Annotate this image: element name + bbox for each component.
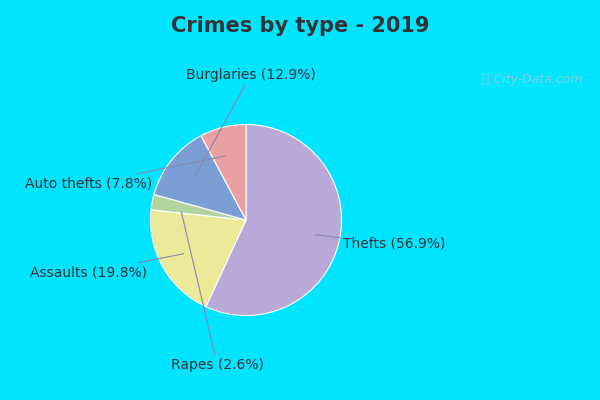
Wedge shape [151, 194, 246, 220]
Wedge shape [206, 124, 341, 316]
Text: Crimes by type - 2019: Crimes by type - 2019 [171, 16, 429, 36]
Text: Rapes (2.6%): Rapes (2.6%) [171, 212, 264, 372]
Text: Assaults (19.8%): Assaults (19.8%) [30, 254, 184, 280]
Text: Burglaries (12.9%): Burglaries (12.9%) [186, 68, 316, 174]
Wedge shape [201, 124, 246, 220]
Wedge shape [151, 210, 246, 307]
Text: Auto thefts (7.8%): Auto thefts (7.8%) [25, 156, 226, 191]
Text: ⓘ City-Data.com: ⓘ City-Data.com [482, 73, 582, 86]
Wedge shape [154, 136, 246, 220]
Text: Thefts (56.9%): Thefts (56.9%) [316, 235, 445, 251]
